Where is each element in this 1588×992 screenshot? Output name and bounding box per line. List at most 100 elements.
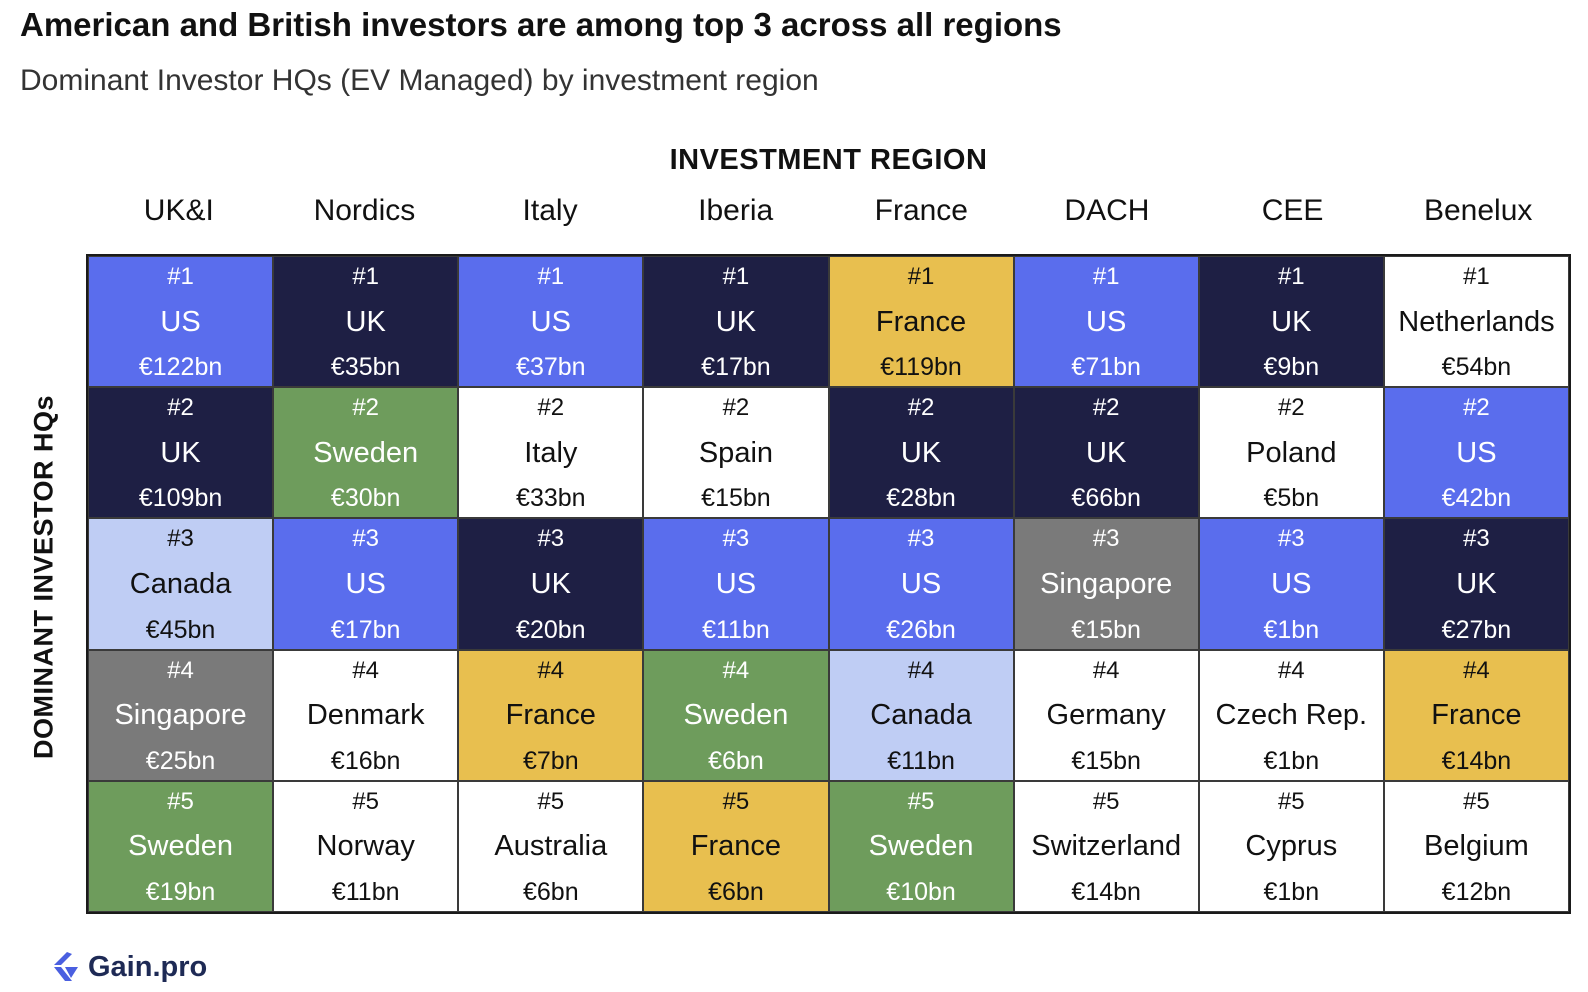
rank-label: #4	[1277, 656, 1305, 684]
value-label: €33bn	[516, 484, 586, 513]
country-label: France	[505, 699, 596, 732]
value-label: €28bn	[886, 484, 956, 513]
table-cell: #3 US €1bn	[1198, 518, 1384, 650]
country-label: Sweden	[868, 830, 974, 863]
table-cell: #2 Spain €15bn	[643, 387, 829, 519]
rank-label: #2	[722, 394, 750, 422]
table-cell: #2 UK €66bn	[1013, 387, 1199, 519]
country-label: UK	[900, 436, 942, 469]
table-cell: #5 Norway €11bn	[273, 780, 459, 912]
value-label: €1bn	[1263, 746, 1320, 775]
table-cell: #2 Sweden €30bn	[273, 387, 459, 519]
country-label: US	[160, 305, 201, 338]
value-label: €122bn	[138, 353, 223, 382]
region-header: CEE	[1261, 194, 1324, 227]
country-label: France	[1431, 699, 1522, 732]
table-cell: #1 US €71bn	[1013, 256, 1199, 388]
rank-label: #1	[722, 263, 750, 290]
value-label: €6bn	[708, 746, 764, 775]
value-label: €15bn	[1071, 615, 1141, 644]
table-cell: #5 France €6bn	[643, 780, 829, 912]
value-label: €14bn	[1441, 746, 1512, 775]
table-cell: #5 Sweden €10bn	[828, 780, 1014, 912]
investor-ranking-table: #1 US €122bn #1 UK €35bn #1 US €37bn #1 UK €17bn #1 F…	[86, 254, 1571, 914]
value-label: €66bn	[1071, 484, 1141, 513]
country-label: US	[715, 567, 757, 600]
table-cell: #4 Sweden €6bn	[643, 649, 829, 781]
table-cell: #3 US €26bn	[828, 518, 1014, 650]
country-label: US	[345, 567, 386, 600]
country-label: Czech Rep.	[1215, 699, 1368, 732]
value-label: €35bn	[330, 353, 401, 382]
rank-label: #3	[907, 525, 935, 553]
value-label: €6bn	[708, 877, 764, 906]
country-label: UK	[345, 305, 386, 338]
rank-label: #1	[1277, 263, 1305, 290]
value-label: €45bn	[145, 615, 216, 644]
table-cell: #2 Italy €33bn	[458, 387, 644, 519]
region-header: Benelux	[1423, 194, 1533, 227]
value-label: €11bn	[887, 746, 955, 775]
table-cell: #2 US €42bn	[1383, 387, 1569, 519]
rank-label: #4	[167, 656, 194, 684]
table-cell: #4 Singapore €25bn	[88, 649, 274, 781]
rank-label: #4	[352, 656, 380, 684]
table-cell: #5 Belgium €12bn	[1383, 780, 1569, 912]
rank-label: #3	[352, 525, 380, 553]
country-label: Netherlands	[1398, 305, 1555, 338]
rank-label: #2	[1463, 394, 1490, 422]
rank-label: #1	[1092, 263, 1120, 290]
country-label: Australia	[494, 830, 608, 863]
country-label: Sweden	[313, 436, 419, 469]
rank-label: #4	[722, 656, 750, 684]
rank-label: #5	[907, 787, 935, 815]
region-header: Nordics	[313, 194, 416, 227]
table-cell: #3 Canada €45bn	[88, 518, 274, 650]
table-cell: #3 UK €20bn	[458, 518, 644, 650]
region-headers: UK&I Nordics Italy Iberia France DACH CE…	[86, 194, 1571, 234]
rank-label: #1	[167, 263, 194, 290]
country-label: Singapore	[114, 699, 247, 732]
country-label: Denmark	[306, 699, 425, 732]
table-cell: #5 Cyprus €1bn	[1198, 780, 1384, 912]
country-label: Sweden	[128, 830, 233, 863]
region-header: France	[874, 194, 968, 227]
value-label: €119bn	[880, 353, 962, 382]
rank-label: #5	[722, 787, 750, 815]
rank-label: #1	[1463, 263, 1490, 290]
table-cell: #2 UK €109bn	[88, 387, 274, 519]
country-label: Belgium	[1424, 830, 1529, 863]
rank-label: #5	[537, 787, 565, 815]
value-label: €9bn	[1263, 353, 1320, 382]
table-cell: #5 Sweden €19bn	[88, 780, 274, 912]
region-header: DACH	[1064, 194, 1150, 227]
brand-logo: Gain.pro	[48, 950, 207, 984]
country-label: Italy	[524, 436, 578, 469]
table-cell: #4 Germany €15bn	[1013, 649, 1199, 781]
table-cell: #1 UK €17bn	[643, 256, 829, 388]
rank-label: #2	[1277, 394, 1305, 422]
table-cell: #3 UK €27bn	[1383, 518, 1569, 650]
region-header: Italy	[522, 194, 578, 227]
value-label: €1bn	[1263, 615, 1320, 644]
country-label: UK	[530, 567, 571, 600]
value-label: €15bn	[701, 484, 771, 513]
table-cell: #2 UK €28bn	[828, 387, 1014, 519]
country-label: Germany	[1046, 699, 1166, 732]
country-label: UK	[1271, 305, 1312, 338]
country-label: Canada	[129, 567, 232, 600]
table-cell: #1 France €119bn	[828, 256, 1014, 388]
table-cell: #4 Canada €11bn	[828, 649, 1014, 781]
country-label: Sweden	[683, 699, 789, 732]
value-label: €27bn	[1441, 615, 1512, 644]
value-label: €15bn	[1071, 746, 1141, 775]
value-label: €20bn	[516, 615, 586, 644]
table-cell: #4 France €14bn	[1383, 649, 1569, 781]
country-label: US	[1086, 305, 1127, 338]
value-label: €42bn	[1441, 484, 1512, 513]
rank-label: #3	[1092, 525, 1120, 553]
table-cell: #2 Poland €5bn	[1198, 387, 1384, 519]
rank-label: #4	[1092, 656, 1120, 684]
table-cell: #3 US €11bn	[643, 518, 829, 650]
value-label: €17bn	[701, 353, 771, 382]
